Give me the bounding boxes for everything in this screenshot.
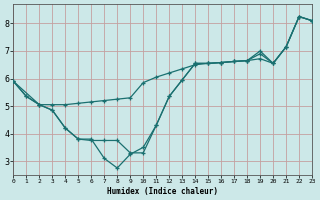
X-axis label: Humidex (Indice chaleur): Humidex (Indice chaleur) [107, 187, 218, 196]
